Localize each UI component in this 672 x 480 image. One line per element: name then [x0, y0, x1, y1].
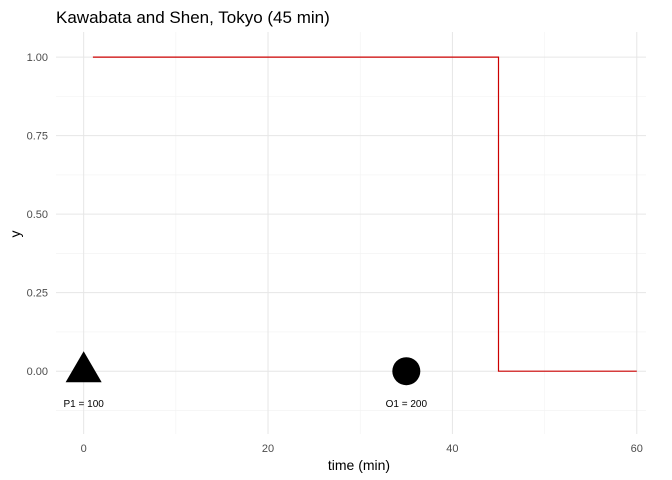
x-tick-label: 0 — [81, 443, 87, 455]
x-tick-label: 40 — [446, 443, 458, 455]
chart-title: Kawabata and Shen, Tokyo (45 min) — [56, 8, 330, 27]
y-tick-label: 0.00 — [27, 366, 48, 378]
y-tick-label: 0.25 — [27, 288, 48, 300]
marker-label: O1 = 200 — [386, 399, 428, 410]
y-tick-label: 0.50 — [27, 209, 48, 221]
marker-layer: P1 = 100 O1 = 200 — [64, 351, 428, 410]
y-tick-label: 1.00 — [27, 52, 48, 64]
y-axis-ticks: 0.00 0.25 0.50 0.75 1.00 — [27, 52, 48, 378]
x-tick-label: 60 — [631, 443, 643, 455]
series-layer — [92, 56, 637, 372]
triangle-marker — [65, 351, 102, 383]
circle-marker — [392, 357, 421, 386]
x-axis-ticks: 0 20 40 60 — [81, 443, 643, 455]
series-line — [92, 56, 637, 372]
x-tick-label: 20 — [262, 443, 274, 455]
grid — [56, 32, 646, 434]
y-axis-title: y — [7, 231, 23, 238]
marker-label: P1 = 100 — [64, 399, 105, 410]
y-tick-label: 0.75 — [27, 131, 48, 143]
x-axis-title: time (min) — [328, 457, 390, 473]
